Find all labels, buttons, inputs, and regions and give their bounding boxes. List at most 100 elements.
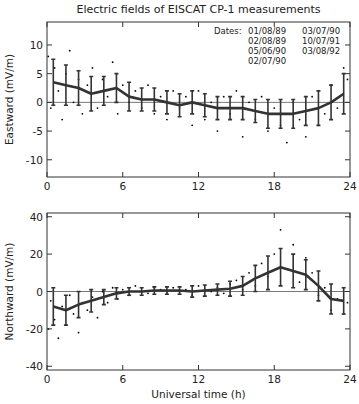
date: 03/07/90 — [302, 26, 340, 36]
point — [57, 90, 59, 92]
point — [117, 113, 119, 115]
point — [198, 285, 200, 287]
point — [347, 302, 349, 304]
point — [248, 101, 250, 103]
line — [53, 82, 343, 114]
plot-area — [47, 50, 350, 144]
chart: Electric fields of EISCAT CP-1 measureme… — [0, 0, 359, 404]
point — [305, 136, 307, 138]
panel: -40-200204006121824Northward (mV/m)Unive… — [3, 211, 357, 400]
point — [324, 287, 326, 289]
point — [292, 244, 294, 246]
point — [223, 96, 225, 98]
point — [223, 292, 225, 294]
point — [204, 119, 206, 121]
point — [311, 96, 313, 98]
scatter-points — [47, 50, 348, 144]
scatter-points — [47, 229, 348, 339]
dates-label: Dates: — [214, 26, 242, 36]
y-tick-label: 40 — [30, 211, 43, 223]
date: 02/07/90 — [248, 56, 286, 66]
y-tick-label: 10 — [30, 39, 43, 51]
point — [122, 289, 124, 291]
point — [97, 317, 99, 319]
point — [311, 272, 313, 274]
point — [299, 119, 301, 121]
point — [280, 229, 282, 231]
point — [69, 294, 71, 296]
y-tick — [47, 328, 350, 329]
point — [61, 306, 63, 308]
point — [57, 337, 59, 339]
point — [92, 67, 94, 69]
x-tick — [122, 22, 123, 177]
point — [50, 300, 52, 302]
point — [112, 287, 114, 289]
point — [122, 84, 124, 86]
x-tick-label: 12 — [192, 373, 205, 385]
point — [87, 84, 89, 86]
point — [210, 101, 212, 103]
x-tick — [350, 22, 351, 177]
point — [73, 101, 75, 103]
date: 03/08/92 — [302, 46, 340, 56]
y-axis-label: Northward (mV/m) — [3, 243, 15, 341]
x-axis-label: Universal time (h) — [151, 388, 245, 400]
x-tick-label: 18 — [268, 373, 281, 385]
x-tick-label: 6 — [119, 373, 126, 385]
y-tick — [47, 131, 350, 132]
plot-area — [47, 229, 350, 339]
point — [299, 281, 301, 283]
y-tick-label: 20 — [30, 248, 43, 260]
y-tick — [47, 254, 350, 255]
point — [107, 96, 109, 98]
point — [97, 107, 99, 109]
dates-annotation: Dates:01/08/8902/08/8905/06/9002/07/9003… — [214, 26, 340, 66]
point — [261, 96, 263, 98]
panel: Electric fields of EISCAT CP-1 measureme… — [3, 3, 357, 192]
point — [198, 90, 200, 92]
point — [61, 119, 63, 121]
point — [172, 287, 174, 289]
point — [134, 285, 136, 287]
y-tick-label: 0 — [36, 96, 43, 108]
x-tick-label: 0 — [44, 373, 51, 385]
mean-line — [51, 59, 345, 128]
frame — [47, 213, 350, 370]
y-axis-label: Eastward (mV/m) — [3, 54, 15, 145]
point — [286, 142, 288, 144]
point — [78, 332, 80, 334]
date: 05/06/90 — [248, 46, 286, 56]
y-tick-label: -5 — [33, 125, 43, 137]
point — [87, 309, 89, 311]
line — [53, 267, 343, 310]
date: 10/07/91 — [302, 36, 340, 46]
y-tick-label: 5 — [36, 68, 43, 80]
point — [267, 130, 269, 132]
point — [347, 79, 349, 81]
date: 01/08/89 — [248, 26, 286, 36]
y-tick — [47, 291, 350, 292]
x-tick-label: 24 — [343, 180, 357, 192]
x-tick — [350, 213, 351, 370]
x-tick-label: 6 — [119, 180, 126, 192]
point — [305, 257, 307, 259]
point — [107, 302, 109, 304]
point — [160, 96, 162, 98]
x-tick — [198, 22, 199, 177]
point — [166, 119, 168, 121]
point — [217, 130, 219, 132]
point — [324, 113, 326, 115]
point — [147, 292, 149, 294]
point — [185, 96, 187, 98]
title: Electric fields of EISCAT CP-1 measureme… — [76, 3, 320, 16]
point — [336, 107, 338, 109]
point — [248, 272, 250, 274]
x-tick-label: 12 — [192, 180, 205, 192]
point — [235, 279, 237, 281]
x-tick-label: 24 — [343, 373, 357, 385]
point — [134, 90, 136, 92]
x-tick — [122, 213, 123, 370]
y-tick-label: -20 — [26, 323, 43, 335]
x-tick — [274, 213, 275, 370]
